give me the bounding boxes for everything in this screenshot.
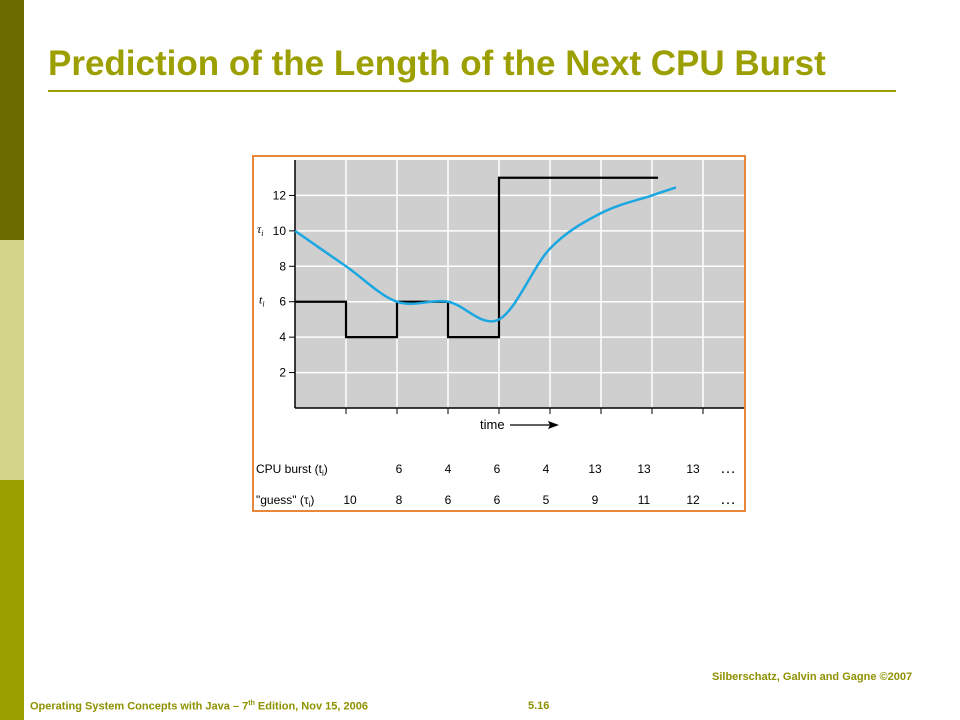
time-arrow-head bbox=[548, 421, 559, 429]
guess-series-label: τi bbox=[257, 222, 264, 238]
table-row-label: "guess" (τi) bbox=[256, 493, 314, 509]
cpu-burst-figure: 2 4 6 8 10 12 τi ti time CPU burst (ti) 6 4 6 4 13 13 13… bbox=[252, 155, 746, 512]
table-cell-value: 6 bbox=[494, 462, 501, 476]
footer-authors: Silberschatz, Galvin and Gagne ©2007 bbox=[712, 671, 913, 683]
table-cell-value: 10 bbox=[343, 493, 357, 507]
table-cell-value: 11 bbox=[638, 493, 651, 507]
table-cell-value: 6 bbox=[494, 493, 501, 507]
table-cell-value: 13 bbox=[637, 462, 651, 476]
footer-book-info: Operating System Concepts with Java – 7t… bbox=[30, 700, 368, 713]
title-underline bbox=[48, 90, 896, 92]
table-cell-value: 13 bbox=[686, 462, 700, 476]
table-cell-value: 12 bbox=[686, 493, 700, 507]
y-tick-label: 4 bbox=[279, 330, 286, 344]
table-cell-value: 4 bbox=[445, 462, 452, 476]
footer-book-prefix: Operating System Concepts with Java – 7 bbox=[30, 700, 249, 713]
table-cell-value: 6 bbox=[396, 462, 403, 476]
slide-title: Prediction of the Length of the Next CPU… bbox=[48, 44, 826, 83]
actual-burst-line bbox=[295, 176, 658, 339]
guess-curve bbox=[294, 186, 677, 323]
y-tick-label: 2 bbox=[279, 366, 286, 380]
plot-area bbox=[295, 160, 744, 408]
actual-series-label: ti bbox=[259, 293, 265, 309]
y-tick-label: 8 bbox=[279, 259, 286, 273]
footer-book-sup: th bbox=[248, 700, 255, 707]
table-cell-value: 9 bbox=[592, 493, 599, 507]
table-cell-value: 8 bbox=[396, 493, 403, 507]
y-tick-label: 12 bbox=[273, 188, 287, 202]
table-row-label: CPU burst (ti) bbox=[256, 462, 328, 478]
y-tick-label: 6 bbox=[279, 295, 286, 309]
footer-page-number: 5.16 bbox=[528, 700, 550, 712]
x-axis-label: time bbox=[480, 417, 505, 432]
burst-prediction-chart: 2 4 6 8 10 12 τi ti time CPU burst (ti) 6 4 6 4 13 13 13… bbox=[256, 160, 744, 509]
side-accent-light bbox=[0, 240, 24, 480]
table-cell-value: 6 bbox=[445, 493, 452, 507]
table-ellipsis: … bbox=[720, 460, 736, 477]
y-tick-label: 10 bbox=[273, 224, 287, 238]
table-cell-value: 13 bbox=[588, 462, 602, 476]
side-accent-mid bbox=[0, 480, 24, 720]
side-accent-dark bbox=[0, 0, 24, 240]
table-cell-value: 4 bbox=[543, 462, 550, 476]
table-cell-value: 5 bbox=[543, 493, 550, 507]
table-ellipsis: … bbox=[720, 491, 736, 508]
footer-book-suffix: Edition, Nov 15, 2006 bbox=[254, 700, 368, 713]
